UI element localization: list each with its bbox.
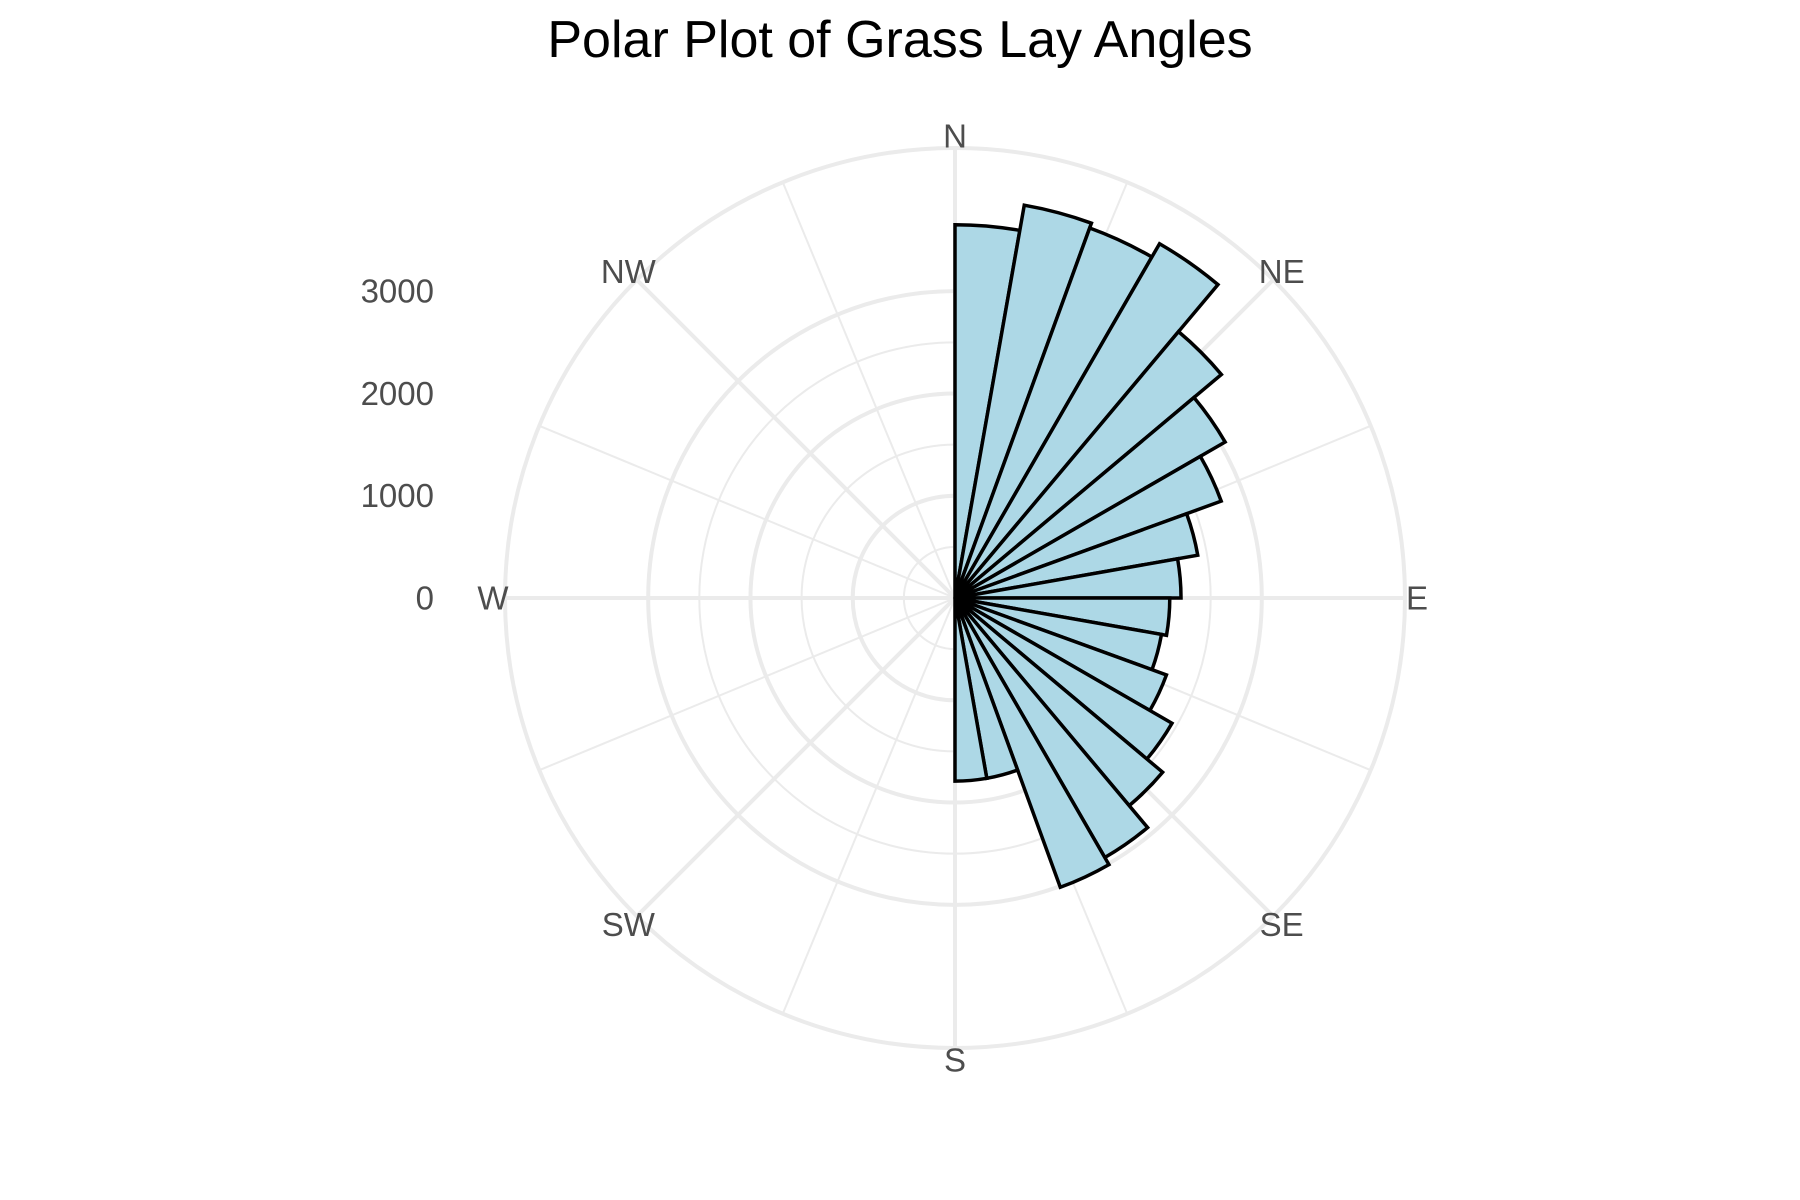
- radial-tick-label: 0: [416, 580, 434, 617]
- direction-label: W: [477, 580, 509, 617]
- direction-label: NW: [601, 253, 657, 290]
- direction-label: N: [943, 118, 967, 155]
- direction-label: SW: [602, 906, 656, 943]
- bar-wedge: [953, 241, 1221, 600]
- bar-wedge: [953, 395, 1228, 600]
- bar-wedge: [954, 453, 1224, 600]
- direction-label: S: [944, 1042, 966, 1079]
- direction-label: SE: [1260, 906, 1304, 943]
- radial-tick-label: 3000: [361, 273, 434, 310]
- grid-spoke: [635, 596, 957, 918]
- grid-spoke: [635, 278, 957, 600]
- direction-label: E: [1406, 580, 1428, 617]
- radial-tick-label: 2000: [361, 375, 434, 412]
- chart-title: Polar Plot of Grass Lay Angles: [547, 11, 1253, 69]
- bar-wedge: [953, 329, 1224, 600]
- direction-label: NE: [1259, 253, 1305, 290]
- bar-wedge: [954, 511, 1200, 600]
- radial-tick-label: 1000: [361, 477, 434, 514]
- bar-wedge: [953, 597, 1112, 890]
- grid-spoke-minor: [538, 424, 956, 599]
- grid-spoke-minor: [781, 597, 956, 1015]
- bar-wedge: [953, 597, 989, 783]
- bar-wedge: [954, 556, 1183, 600]
- grid-spoke-minor: [538, 597, 956, 772]
- labels-layer: N NE E SE S SW W NW 0 1000 2000 3000: [361, 118, 1428, 1079]
- grid-spoke-minor: [781, 181, 956, 599]
- bars-layer: [953, 203, 1228, 890]
